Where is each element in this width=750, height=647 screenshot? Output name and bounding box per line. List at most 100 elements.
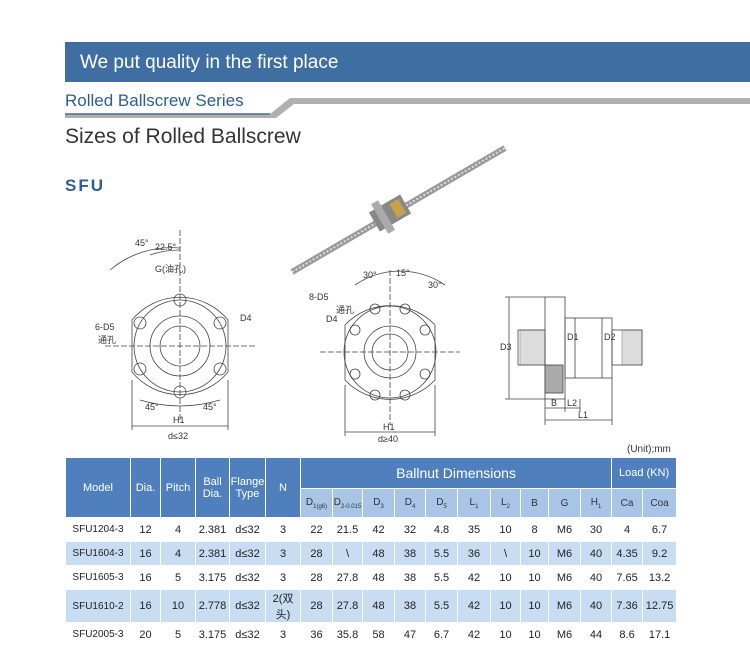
cell: 10 <box>520 565 549 590</box>
column-header: N <box>265 457 301 518</box>
label: L2 <box>567 398 577 408</box>
cell: 32 <box>394 517 426 542</box>
cell: 10 <box>520 541 549 566</box>
cell: 44 <box>579 622 613 647</box>
sub-main: L <box>501 496 507 508</box>
cell: M6 <box>548 622 581 647</box>
sub-index: 3 <box>380 503 384 510</box>
flange-b <box>320 270 460 436</box>
cell: 7.65 <box>611 565 644 590</box>
cell: 36 <box>300 622 333 647</box>
cell: 3 <box>265 517 301 542</box>
cell: M6 <box>548 589 581 623</box>
cell: 38 <box>394 541 426 566</box>
cell: M6 <box>548 541 581 566</box>
cell: 48 <box>362 541 395 566</box>
cell: 4.8 <box>425 517 458 542</box>
cell: 3 <box>265 565 301 590</box>
cell: 5.5 <box>425 589 458 623</box>
label: 22.5° <box>155 242 177 252</box>
label: G(油孔) <box>155 263 186 274</box>
group-header: Ballnut Dimensions <box>299 457 613 489</box>
cell: 42 <box>362 517 395 542</box>
size-table: Model Dia. Pitch Ball Dia. Flange Type N Balln… <box>65 457 678 647</box>
flange-a <box>105 230 255 430</box>
label: H1 <box>383 422 395 432</box>
sub-header: D4 <box>394 488 426 518</box>
cell: 12 <box>130 517 161 542</box>
section-title: Sizes of Rolled Ballscrew <box>65 125 301 148</box>
cell: d≤32 <box>229 622 266 647</box>
cell: 5 <box>160 622 196 647</box>
sub-main: L <box>469 496 476 508</box>
cell: 20 <box>130 622 161 647</box>
label: D2 <box>604 332 616 342</box>
cell: 4 <box>611 517 644 542</box>
sub-main: D <box>305 496 314 508</box>
label: B <box>551 398 557 408</box>
cell: SFU1605-3 <box>65 565 131 590</box>
cell: \ <box>490 541 521 566</box>
label: 45° <box>135 238 149 248</box>
cell: 6.7 <box>642 517 678 542</box>
cell: SFU1610-2 <box>65 589 131 623</box>
cell: d≤32 <box>229 565 266 590</box>
cell: 3 <box>265 622 301 647</box>
sub-index: 1(g6) <box>313 503 328 510</box>
sub-index: 4 <box>411 503 416 510</box>
data-row: SFU1604-3 16 4 2.381 d≤32 3 28 \ 48 38 5.5 36 \ 10 M6 4… <box>65 541 678 566</box>
data-row: SFU1204-3 12 4 2.381 d≤32 3 22 21.5 42 32 4.8 35 10 8… <box>65 517 678 542</box>
cell: 10 <box>490 589 521 623</box>
column-header: Pitch <box>160 457 196 518</box>
column-header: Model <box>65 457 131 518</box>
cell: 8 <box>520 517 549 542</box>
cell: 4 <box>160 517 196 542</box>
sub-main: Ca <box>620 497 634 509</box>
cell: 2.381 <box>195 541 230 566</box>
cell: 42 <box>457 622 491 647</box>
cell: M6 <box>548 565 581 590</box>
cell: 2.381 <box>195 517 230 542</box>
cell: 48 <box>362 565 395 590</box>
sub-main: B <box>531 497 538 509</box>
data-row: SFU2005-3 20 5 3.175 d≤32 3 36 35.8 58 47 6.7 42 10 1… <box>65 622 678 647</box>
cell: 28 <box>300 589 333 623</box>
subheader-row: D1(g6) D2-0.015 D3 D4 D5 L1 L2 B G H1 Ca Coa <box>66 488 678 518</box>
cell: 9.2 <box>642 541 678 566</box>
cell: 3 <box>265 541 301 566</box>
cell: 40 <box>579 541 613 566</box>
sub-main: H <box>590 496 598 508</box>
cell: 17.1 <box>642 622 678 647</box>
sub-index: 1 <box>475 503 479 510</box>
sub-index: 2-0.015 <box>340 503 362 510</box>
cell: 10 <box>490 517 521 542</box>
label: 45° <box>203 402 217 412</box>
cell: 35 <box>457 517 491 542</box>
cell: d≤32 <box>229 541 266 566</box>
sub-header: D5 <box>425 488 458 518</box>
label: D4 <box>240 313 252 323</box>
cell: d≤32 <box>229 589 266 623</box>
cell: 4 <box>160 541 196 566</box>
cell: 3.175 <box>195 622 230 647</box>
cell: 36 <box>457 541 491 566</box>
label: 8-D5 <box>309 292 329 302</box>
label: 通孔 <box>336 305 354 315</box>
sub-header: L1 <box>457 488 491 518</box>
label: D1 <box>567 332 579 342</box>
ballnut-photo <box>368 194 412 234</box>
sub-main: G <box>560 497 569 509</box>
cell: 28 <box>300 541 333 566</box>
data-row: SFU1605-3 16 5 3.175 d≤32 3 28 27.8 48 38 5.5 42 10 1… <box>65 565 678 590</box>
cell: 10 <box>160 589 196 623</box>
data-row: SFU1610-2 16 10 2.778 d≤32 2(双头) 28 27.8 48 38 5.5… <box>65 589 678 623</box>
cell: 28 <box>300 565 333 590</box>
cell: 16 <box>130 589 161 623</box>
cell: SFU1204-3 <box>65 517 131 542</box>
label: L1 <box>578 410 588 420</box>
sub-main: D <box>373 496 381 508</box>
sub-header: D3 <box>362 488 395 518</box>
sub-main: Coa <box>650 497 669 509</box>
column-header: Dia. <box>130 457 161 518</box>
cell: 27.8 <box>332 589 363 623</box>
